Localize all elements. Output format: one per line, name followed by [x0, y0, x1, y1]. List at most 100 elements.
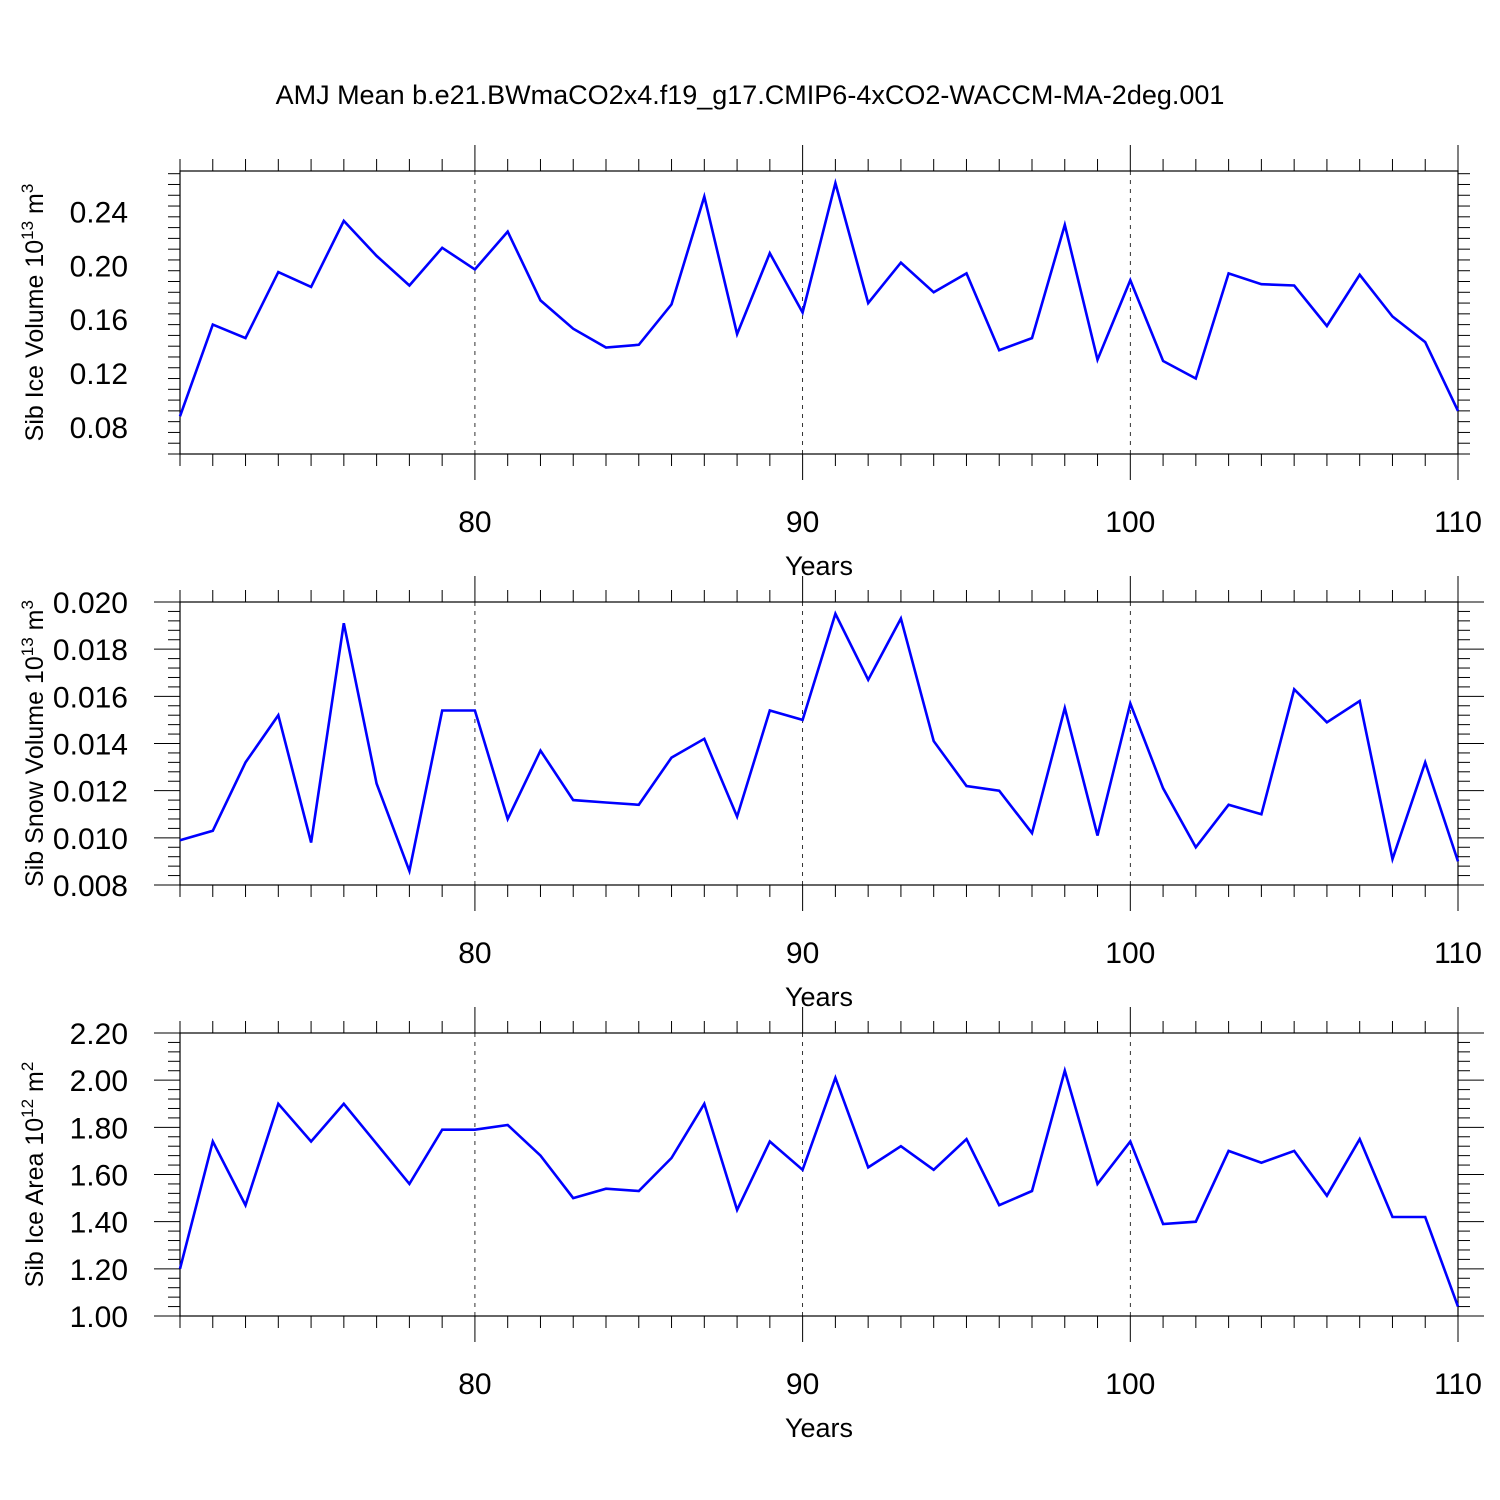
data-point [1260, 1162, 1262, 1164]
data-point [179, 839, 181, 841]
data-point [900, 261, 902, 263]
data-point [638, 804, 640, 806]
data-point [375, 255, 377, 257]
data-point [867, 1166, 869, 1168]
data-point [703, 195, 705, 197]
data-point [1064, 1070, 1066, 1072]
data-point [1260, 283, 1262, 285]
data-point [244, 761, 246, 763]
data-point [1293, 284, 1295, 286]
data-point [998, 349, 1000, 351]
data-point [277, 1103, 279, 1105]
data-point [769, 709, 771, 711]
data-point [212, 323, 214, 325]
y-axis-label: Sib Ice Volume 1013 m3 [18, 184, 49, 442]
data-point [769, 252, 771, 254]
data-point [539, 299, 541, 301]
y-tick-label: 0.12 [70, 358, 128, 391]
series-line [178, 177, 1460, 417]
y-axis-label-unit: m [21, 1071, 49, 1099]
panel-3: 1.00 1.20 1.40 1.60 1.80 2.00 2.20 80 90 100 110 Ye… [18, 1007, 1484, 1443]
plot-frame [179, 601, 1459, 886]
data-point [932, 291, 934, 293]
y-axis-label: Sib Ice Area 1012 m2 [18, 1062, 49, 1288]
data-point [1391, 315, 1393, 317]
data-point [769, 1140, 771, 1142]
data-point [408, 1183, 410, 1185]
plot-frame [179, 170, 1459, 455]
y-tick-label: 1.40 [70, 1207, 128, 1240]
data-point [310, 841, 312, 843]
data-point [1293, 1150, 1295, 1152]
data-point [244, 1204, 246, 1206]
data-point [1195, 377, 1197, 379]
data-point [867, 679, 869, 681]
y-tick-label: 1.80 [70, 1112, 128, 1145]
data-point [1358, 274, 1360, 276]
data-point [1031, 337, 1033, 339]
x-tick-label: 90 [786, 506, 819, 539]
x-axis-label: Years [785, 982, 853, 1012]
data-point [801, 311, 803, 313]
data-point [310, 1140, 312, 1142]
data-point [277, 714, 279, 716]
data-point [506, 818, 508, 820]
data-point [408, 870, 410, 872]
data-point [572, 327, 574, 329]
y-axis-label-text: Sib Ice Volume 10 [21, 240, 49, 442]
data-point [1457, 410, 1459, 412]
data-point [834, 1077, 836, 1079]
data-point [474, 709, 476, 711]
plot-frame [179, 1032, 1459, 1317]
data-point [1326, 721, 1328, 723]
data-point [998, 1204, 1000, 1206]
y-tick-label: 0.018 [53, 634, 128, 667]
data-point [900, 617, 902, 619]
data-point [1162, 1223, 1164, 1225]
data-point [801, 719, 803, 721]
data-point [801, 1169, 803, 1171]
data-point [965, 272, 967, 274]
x-tick-label: 80 [458, 937, 491, 970]
y-tick-label: 0.020 [53, 587, 128, 620]
data-point [1195, 1220, 1197, 1222]
data-point [506, 230, 508, 232]
x-tick-label: 80 [458, 506, 491, 539]
data-point [638, 344, 640, 346]
y-axis-label-unit: m [21, 193, 49, 221]
panel-2: 0.008 0.010 0.012 0.014 0.016 0.018 0.020 80 90 1… [18, 576, 1484, 1012]
y-axis-label-exponent: 12 [18, 1099, 37, 1118]
data-point [506, 1124, 508, 1126]
data-point [932, 1169, 934, 1171]
x-axis-label: Years [785, 551, 853, 581]
x-tick-label: 100 [1105, 506, 1155, 539]
data-point [1096, 1183, 1098, 1185]
panel-1: 0.08 0.12 0.16 0.20 0.24 80 90 100 110 Years Sib I… [18, 145, 1482, 581]
y-tick-label: 0.16 [70, 304, 128, 337]
x-tick-label: 110 [1434, 937, 1482, 970]
data-point [1424, 341, 1426, 343]
data-point [736, 333, 738, 335]
data-point [1457, 1305, 1459, 1307]
y-axis-label-text: Sib Snow Volume 10 [21, 656, 49, 887]
data-point [932, 740, 934, 742]
data-point [343, 622, 345, 624]
data-point [1096, 358, 1098, 360]
y-tick-label: 0.012 [53, 776, 128, 809]
data-point [1162, 787, 1164, 789]
y-axis-label-unit-exponent: 3 [18, 600, 37, 609]
data-point [343, 1103, 345, 1105]
data-point [375, 782, 377, 784]
y-tick-label: 0.016 [53, 681, 128, 714]
data-point [670, 303, 672, 305]
data-point [179, 1268, 181, 1270]
data-point [1031, 1190, 1033, 1192]
data-point [441, 709, 443, 711]
data-point [1391, 1216, 1393, 1218]
data-point [474, 268, 476, 270]
data-point [179, 415, 181, 417]
data-point [703, 738, 705, 740]
data-point [605, 801, 607, 803]
data-point [310, 286, 312, 288]
